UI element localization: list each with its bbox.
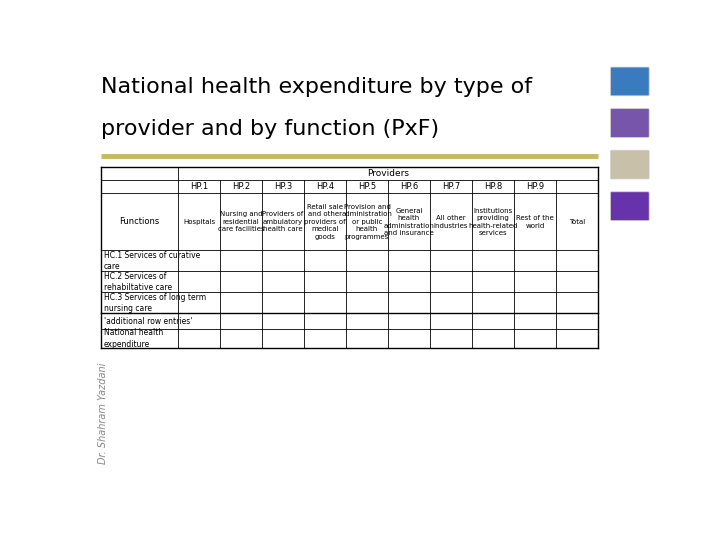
Text: Rest of the
world: Rest of the world xyxy=(516,215,554,228)
Text: HP.9: HP.9 xyxy=(526,182,544,191)
Text: Providers of
ambulatory
health care: Providers of ambulatory health care xyxy=(262,211,304,232)
Text: Hospitals: Hospitals xyxy=(183,219,215,225)
Text: HP.6: HP.6 xyxy=(400,182,418,191)
Text: Provision and
administration
or public
health
programmes: Provision and administration or public h… xyxy=(341,204,392,240)
Text: HC.3 Services of long term
nursing care: HC.3 Services of long term nursing care xyxy=(104,293,206,313)
Text: HP.3: HP.3 xyxy=(274,182,292,191)
FancyBboxPatch shape xyxy=(611,150,649,179)
Text: Functions: Functions xyxy=(120,218,160,226)
Text: HC.2 Services of
rehabiltative care: HC.2 Services of rehabiltative care xyxy=(104,272,172,292)
Text: HP.8: HP.8 xyxy=(484,182,502,191)
FancyBboxPatch shape xyxy=(611,192,649,220)
Text: HC.1 Services of curative
care: HC.1 Services of curative care xyxy=(104,251,200,271)
Text: Retail sale
and other
providers of
medical
goods: Retail sale and other providers of medic… xyxy=(304,204,346,240)
Text: All other
industries: All other industries xyxy=(433,215,468,228)
Text: Providers: Providers xyxy=(367,169,409,178)
Text: HP.2: HP.2 xyxy=(232,182,250,191)
Text: Dr. Shahram Yazdani: Dr. Shahram Yazdani xyxy=(99,362,109,464)
Text: National health
expenditure: National health expenditure xyxy=(104,328,163,348)
Text: HP.5: HP.5 xyxy=(358,182,376,191)
Text: HP.7: HP.7 xyxy=(442,182,460,191)
Text: HP.1: HP.1 xyxy=(190,182,208,191)
Text: Nursing and
residential
care facilities: Nursing and residential care facilities xyxy=(217,211,264,232)
Text: National health expenditure by type of: National health expenditure by type of xyxy=(101,77,532,97)
Text: Total: Total xyxy=(569,219,585,225)
FancyBboxPatch shape xyxy=(611,109,649,137)
Text: HP.4: HP.4 xyxy=(316,182,334,191)
Text: provider and by function (PxF): provider and by function (PxF) xyxy=(101,119,439,139)
Text: General
health
administration
and insurance: General health administration and insura… xyxy=(384,208,434,236)
Text: Institutions
providing
health-related
services: Institutions providing health-related se… xyxy=(468,208,518,236)
FancyBboxPatch shape xyxy=(611,67,649,96)
Text: 'additional row entries': 'additional row entries' xyxy=(104,317,192,326)
